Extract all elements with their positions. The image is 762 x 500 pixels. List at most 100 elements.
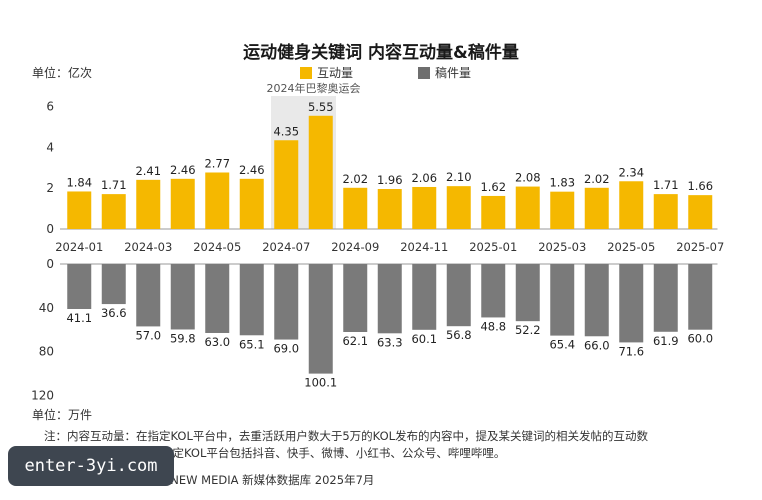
interaction-bar (239, 178, 264, 229)
posts-bar (412, 264, 437, 330)
interaction-data-label: 1.66 (687, 179, 713, 193)
legend-item-interaction: 互动量 (300, 64, 353, 81)
interaction-data-label: 1.62 (480, 180, 506, 194)
x-tick-label: 2024-05 (193, 240, 241, 254)
posts-data-label: 59.8 (170, 331, 196, 345)
interaction-data-label: 2.10 (446, 170, 472, 184)
x-tick-label: 2025-05 (607, 240, 655, 254)
posts-bar (481, 264, 506, 318)
posts-data-label: 61.9 (653, 334, 679, 348)
posts-data-label: 56.8 (446, 328, 472, 342)
interaction-bar (412, 186, 437, 229)
interaction-data-label: 1.96 (377, 173, 403, 187)
top-y-tick-label: 2 (46, 181, 54, 195)
interaction-bar (515, 186, 540, 229)
interaction-bar (205, 172, 230, 229)
x-tick-label: 2025-07 (676, 240, 724, 254)
top-y-tick-label: 4 (46, 140, 54, 154)
posts-bar (446, 264, 471, 327)
posts-data-label: 65.1 (239, 337, 265, 351)
interaction-data-label: 5.55 (308, 100, 334, 114)
posts-bar (136, 264, 161, 327)
interaction-bar (550, 191, 575, 229)
interaction-bar (653, 194, 678, 229)
posts-bar (308, 264, 333, 374)
top-y-tick-label: 6 (46, 100, 54, 114)
posts-bar (619, 264, 644, 343)
posts-bar (274, 264, 299, 340)
posts-data-label: 62.1 (342, 334, 368, 348)
bottom-unit-label: 单位：万件 (32, 408, 93, 422)
interaction-data-label: 2.02 (584, 172, 610, 186)
posts-bar (67, 264, 92, 310)
posts-data-label: 65.4 (549, 338, 575, 352)
posts-data-label: 57.0 (135, 328, 161, 342)
posts-data-label: 60.0 (687, 332, 713, 346)
interaction-bar (688, 195, 713, 229)
posts-bar (205, 264, 230, 333)
posts-data-label: 60.1 (411, 332, 437, 346)
interaction-data-label: 2.46 (170, 163, 196, 177)
interaction-bar (377, 189, 402, 229)
olympics-annotation: 2024年巴黎奥运会 (267, 81, 361, 95)
interaction-data-label: 1.71 (101, 178, 127, 192)
bottom-y-tick-label: 40 (39, 301, 54, 315)
interaction-data-label: 2.02 (342, 172, 368, 186)
chart-title: 运动健身关键词 内容互动量&稿件量 (243, 43, 519, 63)
posts-bar (584, 264, 609, 337)
legend-label-interaction: 互动量 (317, 66, 354, 80)
posts-bar (550, 264, 575, 336)
posts-data-label: 48.8 (480, 319, 506, 333)
posts-data-label: 52.2 (515, 323, 541, 337)
interaction-data-label: 4.35 (273, 124, 299, 138)
interaction-data-label: 2.77 (204, 156, 230, 170)
x-tick-label: 2025-01 (469, 240, 517, 254)
top-y-tick-label: 0 (46, 222, 54, 236)
x-tick-label: 2024-01 (55, 240, 103, 254)
bottom-y-tick-label: 120 (31, 388, 54, 402)
posts-bar (515, 264, 540, 322)
posts-data-label: 100.1 (304, 376, 337, 390)
bottom-y-tick-label: 80 (39, 345, 54, 359)
interaction-bar (619, 181, 644, 229)
posts-data-label: 71.6 (618, 344, 644, 358)
interaction-bar (343, 187, 368, 229)
posts-bar (239, 264, 264, 336)
interaction-data-label: 2.34 (618, 165, 644, 179)
posts-bar (343, 264, 368, 332)
posts-data-label: 63.3 (377, 335, 403, 349)
footnote-line-1: 注：内容互动量：在指定KOL平台中，去重活跃用户数大于5万的KOL发布的内容中，… (44, 429, 649, 443)
posts-data-label: 41.1 (66, 311, 92, 325)
interaction-bar (101, 194, 126, 229)
interaction-data-label: 1.84 (66, 175, 92, 189)
interaction-bar (136, 179, 161, 229)
watermark-badge: enter-3yi.com (8, 446, 174, 486)
top-unit-label: 单位：亿次 (32, 66, 93, 80)
legend-swatch-gray (418, 66, 430, 79)
interaction-bar (67, 191, 92, 229)
bottom-y-tick-label: 0 (46, 257, 54, 271)
interaction-data-label: 2.08 (515, 171, 541, 185)
posts-bar (377, 264, 402, 334)
posts-bar (170, 264, 195, 330)
x-tick-label: 2024-11 (400, 240, 448, 254)
posts-bar (688, 264, 713, 330)
interaction-bar (446, 186, 471, 229)
posts-bar (653, 264, 678, 332)
posts-data-label: 63.0 (204, 335, 230, 349)
interaction-data-label: 1.71 (653, 178, 679, 192)
interaction-data-label: 2.46 (239, 163, 265, 177)
interaction-bar (308, 115, 333, 229)
interaction-bar (170, 178, 195, 229)
interaction-bar (274, 140, 299, 229)
x-tick-label: 2024-07 (262, 240, 310, 254)
posts-data-label: 69.0 (273, 342, 299, 356)
x-tick-label: 2024-03 (124, 240, 172, 254)
interaction-data-label: 2.06 (411, 171, 437, 185)
interaction-data-label: 2.41 (135, 164, 161, 178)
x-tick-label: 2024-09 (331, 240, 379, 254)
interaction-bar (584, 187, 609, 229)
x-tick-label: 2025-03 (538, 240, 586, 254)
interaction-data-label: 1.83 (549, 176, 575, 190)
posts-data-label: 36.6 (101, 306, 127, 320)
